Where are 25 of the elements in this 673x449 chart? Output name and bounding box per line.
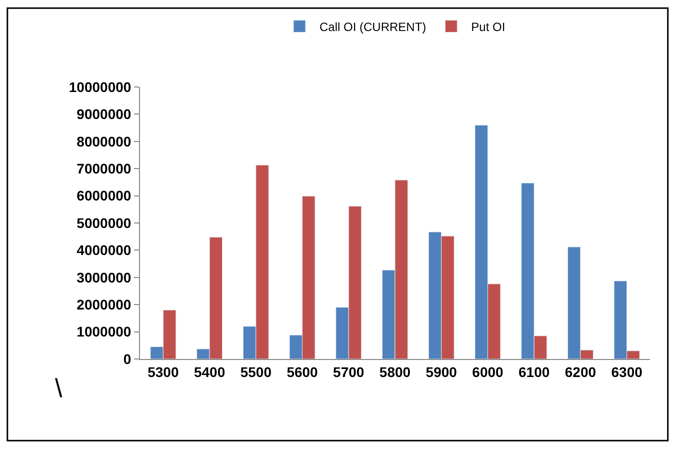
y-tick-label: 2000000 bbox=[76, 296, 132, 312]
x-tick-label: 5800 bbox=[379, 364, 411, 380]
y-tick-label: 3000000 bbox=[76, 269, 132, 286]
x-tick-label: 5300 bbox=[148, 364, 179, 380]
y-tick-label: 5000000 bbox=[76, 214, 132, 231]
y-tick-label: 10000000 bbox=[68, 78, 132, 95]
y-tick-label: 0 bbox=[123, 350, 132, 367]
y-tick-label: 4000000 bbox=[76, 242, 132, 258]
y-tick-label: 8000000 bbox=[76, 133, 132, 150]
x-tick-label: 5900 bbox=[426, 364, 458, 380]
y-tick-label: 7000000 bbox=[76, 160, 132, 176]
x-tick-label: 6200 bbox=[564, 364, 596, 380]
x-tick-label: 6100 bbox=[518, 364, 550, 380]
x-tick-label: 5400 bbox=[194, 364, 226, 380]
legend-label: Call OI (CURRENT) bbox=[320, 20, 426, 34]
x-tick-label: 6300 bbox=[611, 364, 643, 380]
y-tick-label: 6000000 bbox=[76, 188, 132, 204]
x-tick-label: 5500 bbox=[240, 364, 272, 380]
x-tick-label: 5600 bbox=[286, 364, 318, 380]
y-tick-label: 1000000 bbox=[76, 324, 132, 340]
legend-label: Put OI bbox=[471, 20, 506, 34]
x-tick-label: 5700 bbox=[333, 364, 364, 380]
text: \ bbox=[55, 373, 63, 403]
x-tick-label: 6000 bbox=[472, 364, 504, 380]
y-tick-label: 9000000 bbox=[76, 106, 132, 122]
